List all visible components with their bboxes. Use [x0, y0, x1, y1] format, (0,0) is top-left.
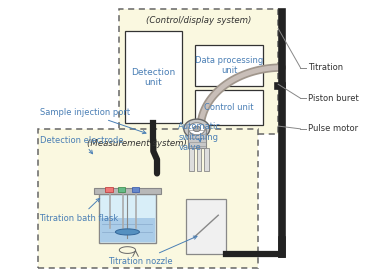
Text: (Measurement system): (Measurement system): [87, 139, 187, 148]
Text: Titration: Titration: [308, 63, 343, 72]
FancyBboxPatch shape: [38, 129, 258, 268]
Circle shape: [193, 126, 201, 132]
Text: Titration bath flask: Titration bath flask: [40, 199, 119, 223]
Text: Control unit: Control unit: [204, 103, 254, 112]
Text: (Control/display system): (Control/display system): [146, 16, 251, 25]
FancyBboxPatch shape: [119, 9, 278, 134]
FancyBboxPatch shape: [106, 187, 113, 192]
Text: Piston buret: Piston buret: [308, 94, 358, 103]
FancyBboxPatch shape: [118, 187, 125, 192]
FancyBboxPatch shape: [195, 90, 263, 125]
Circle shape: [189, 123, 205, 135]
FancyBboxPatch shape: [125, 31, 182, 123]
FancyBboxPatch shape: [195, 45, 263, 86]
Ellipse shape: [115, 229, 140, 235]
Text: Automatic
switching
valve: Automatic switching valve: [178, 122, 221, 152]
FancyBboxPatch shape: [100, 218, 155, 242]
FancyBboxPatch shape: [94, 188, 160, 194]
FancyBboxPatch shape: [197, 148, 201, 171]
FancyBboxPatch shape: [189, 148, 194, 171]
FancyBboxPatch shape: [186, 199, 226, 254]
Text: Detection
unit: Detection unit: [131, 67, 175, 87]
FancyBboxPatch shape: [132, 187, 140, 192]
FancyBboxPatch shape: [204, 148, 209, 171]
Text: Sample injection port: Sample injection port: [40, 108, 146, 134]
FancyBboxPatch shape: [99, 194, 156, 243]
Circle shape: [184, 119, 210, 139]
FancyBboxPatch shape: [188, 129, 206, 148]
Text: Detection electrode: Detection electrode: [40, 136, 123, 154]
Text: Titration nozzle: Titration nozzle: [108, 236, 197, 266]
Text: Pulse motor: Pulse motor: [308, 124, 358, 133]
Text: Data processing
unit: Data processing unit: [195, 56, 263, 75]
